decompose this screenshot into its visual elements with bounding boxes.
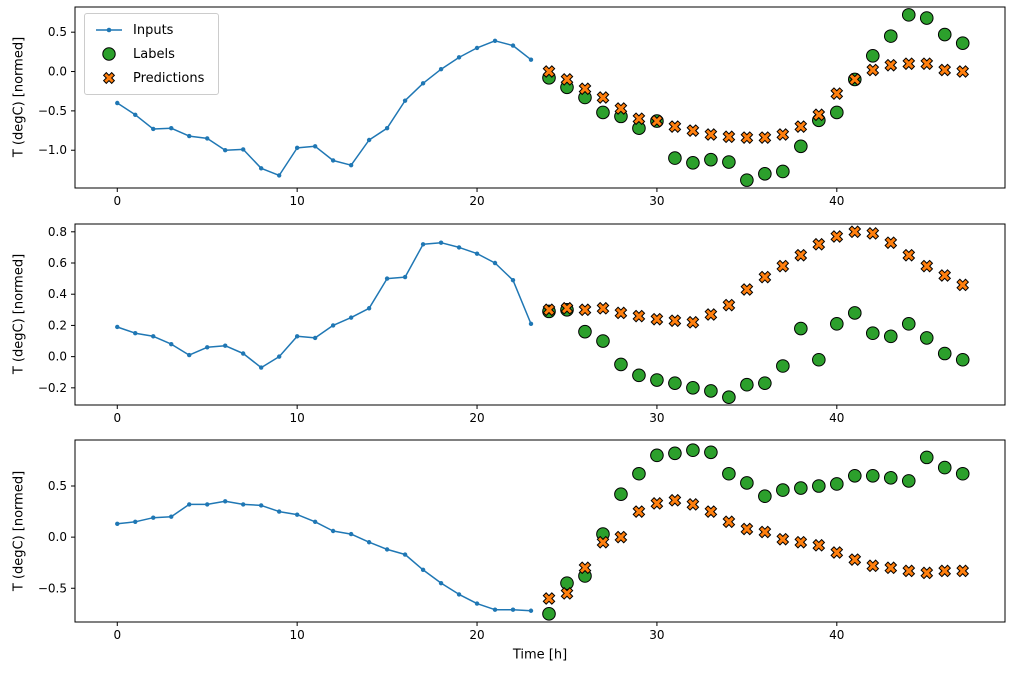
svg-text:−0.5: −0.5 [38,581,67,595]
svg-text:10: 10 [290,628,305,642]
svg-text:0.0: 0.0 [48,350,67,364]
svg-text:0: 0 [113,194,121,208]
svg-text:30: 30 [649,194,664,208]
svg-text:10: 10 [290,194,305,208]
svg-text:10: 10 [290,411,305,425]
svg-text:0.5: 0.5 [48,479,67,493]
ylabel-subplot-1: T (degC) [normed] [11,36,27,158]
svg-text:0.4: 0.4 [48,287,67,301]
legend-label-inputs: Inputs [133,22,174,38]
legend-item-inputs: Inputs [94,22,204,38]
legend-item-predictions: Predictions [94,70,204,86]
svg-text:40: 40 [829,411,844,425]
svg-text:−0.5: −0.5 [38,104,67,118]
svg-text:30: 30 [649,411,664,425]
svg-text:40: 40 [829,628,844,642]
inputs-line-dot-icon [96,27,122,33]
predictions-x-icon [102,71,116,85]
labels-circle-icon [102,47,116,61]
svg-text:20: 20 [469,194,484,208]
svg-text:−1.0: −1.0 [38,143,67,157]
svg-text:30: 30 [649,628,664,642]
svg-text:0.8: 0.8 [48,225,67,239]
svg-text:20: 20 [469,628,484,642]
svg-text:20: 20 [469,411,484,425]
svg-text:0.5: 0.5 [48,25,67,39]
ylabel-subplot-3: T (degC) [normed] [11,470,27,592]
svg-text:40: 40 [829,194,844,208]
legend-label-labels: Labels [133,46,175,62]
svg-text:−0.2: −0.2 [38,381,67,395]
svg-text:0: 0 [113,628,121,642]
ylabel-subplot-2: T (degC) [normed] [11,253,27,375]
svg-text:0.6: 0.6 [48,256,67,270]
svg-text:0.2: 0.2 [48,318,67,332]
legend-item-labels: Labels [94,46,204,62]
svg-text:0.0: 0.0 [48,65,67,79]
legend-label-predictions: Predictions [133,70,205,86]
legend: Inputs Labels Predictions [84,13,220,95]
svg-text:0.0: 0.0 [48,530,67,544]
svg-text:0: 0 [113,411,121,425]
xlabel: Time [h] [512,647,568,663]
